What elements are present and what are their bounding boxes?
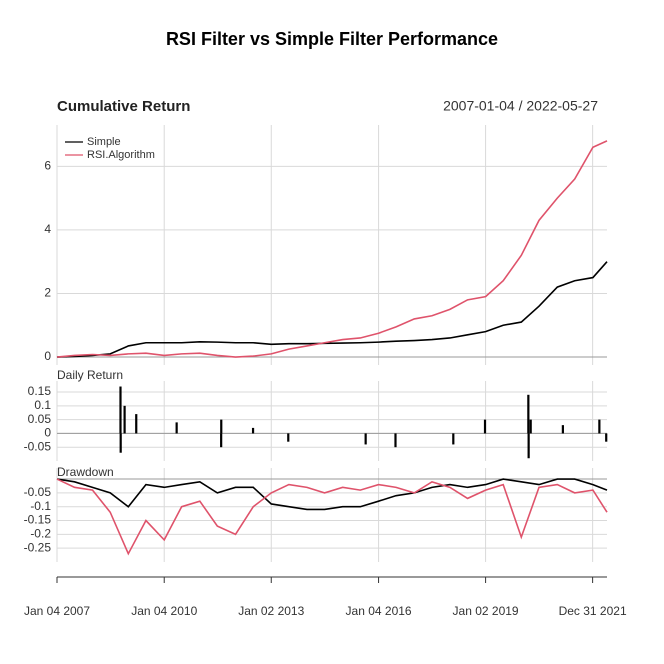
panel-title: Daily Return	[57, 368, 123, 382]
x-tick-label: Jan 02 2013	[238, 604, 304, 618]
legend-label: RSI.Algorithm	[87, 149, 155, 161]
bar	[527, 394, 530, 434]
bar	[452, 433, 455, 445]
x-tick-label: Jan 02 2019	[453, 604, 519, 618]
y-tick-label: 0.15	[28, 384, 52, 398]
bar	[364, 433, 367, 445]
y-tick-label: 2	[44, 286, 51, 300]
bar	[394, 433, 397, 448]
series-line	[56, 478, 608, 556]
y-tick-label: 0	[44, 426, 51, 440]
x-tick-label: Jan 04 2007	[24, 604, 90, 618]
bar	[123, 405, 126, 434]
x-tick-label: Dec 31 2021	[559, 604, 627, 618]
legend-label: Simple	[87, 136, 121, 148]
main-title: RSI Filter vs Simple Filter Performance	[166, 29, 498, 49]
series-line	[56, 140, 608, 358]
y-tick-label: -0.05	[24, 439, 52, 453]
bar	[605, 433, 608, 442]
bar	[598, 419, 601, 434]
y-tick-label: -0.1	[30, 499, 51, 513]
y-tick-label: 6	[44, 158, 51, 172]
series-line	[56, 478, 608, 511]
y-tick-label: -0.2	[30, 527, 51, 541]
series-line	[56, 261, 608, 358]
panel-title: Drawdown	[57, 465, 114, 479]
x-tick-label: Jan 04 2010	[131, 604, 197, 618]
y-tick-label: -0.05	[24, 485, 52, 499]
bar	[251, 427, 255, 434]
bar	[220, 419, 223, 434]
bar	[220, 433, 223, 448]
bar	[119, 386, 122, 434]
bar	[561, 425, 564, 434]
bar	[175, 422, 178, 434]
bar	[527, 433, 530, 459]
y-tick-label: 0.05	[28, 412, 52, 426]
y-tick-label: -0.15	[24, 513, 52, 527]
subtitle: 2007-01-04 / 2022-05-27	[443, 98, 598, 114]
y-tick-label: 0.1	[34, 398, 51, 412]
bar	[483, 419, 487, 434]
y-tick-label: 0	[44, 349, 51, 363]
y-tick-label: -0.25	[24, 540, 52, 554]
x-tick-label: Jan 04 2016	[346, 604, 412, 618]
y-tick-label: 4	[44, 222, 51, 236]
bar	[529, 419, 532, 434]
panel-title: Cumulative Return	[57, 98, 190, 115]
bar	[135, 414, 138, 434]
bar	[287, 433, 290, 442]
bar	[119, 433, 122, 453]
